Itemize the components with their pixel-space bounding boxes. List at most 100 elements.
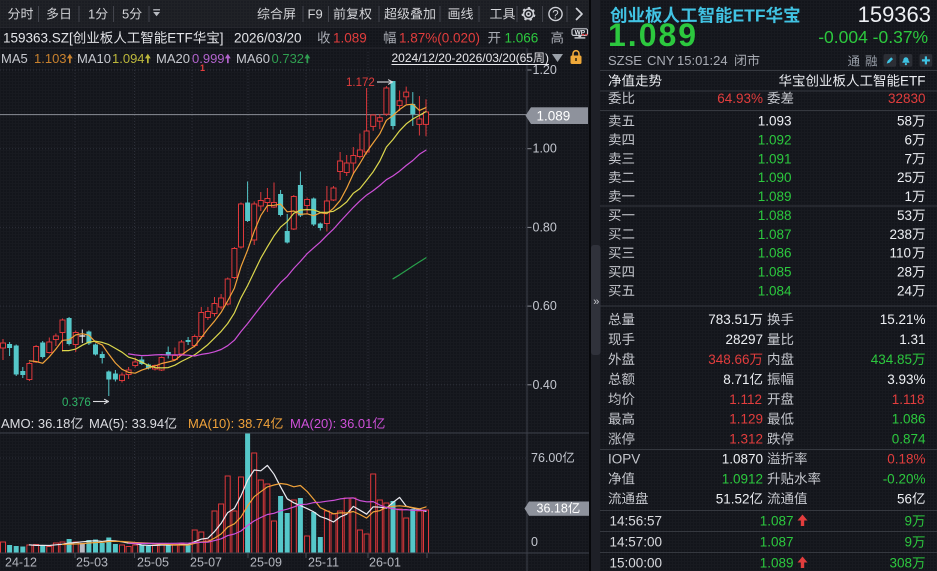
svg-text:24: 24 <box>897 283 913 298</box>
svg-text:9: 9 <box>905 514 913 529</box>
svg-text:14:57:00: 14:57:00 <box>610 535 663 550</box>
svg-text:64.93%: 64.93% <box>717 91 763 106</box>
svg-text:32830: 32830 <box>888 91 926 106</box>
svg-text:25-11: 25-11 <box>308 556 339 570</box>
svg-text:25-09: 25-09 <box>250 556 282 570</box>
svg-text:1.087: 1.087 <box>760 535 794 550</box>
svg-text:1.103: 1.103 <box>34 51 67 66</box>
svg-text:1.312: 1.312 <box>729 432 763 447</box>
svg-text:1.112: 1.112 <box>729 392 762 407</box>
svg-text:28: 28 <box>897 265 912 280</box>
svg-text:1.086: 1.086 <box>758 246 792 261</box>
svg-text:1.086: 1.086 <box>892 412 926 427</box>
svg-text:1.118: 1.118 <box>892 392 925 407</box>
svg-text:1.00: 1.00 <box>533 142 557 156</box>
svg-text:1: 1 <box>88 7 95 22</box>
svg-text:1.87%(0.020): 1.87%(0.020) <box>399 31 480 46</box>
svg-text:1.20: 1.20 <box>533 63 557 77</box>
svg-text:0.80: 0.80 <box>533 220 557 234</box>
svg-text:1.085: 1.085 <box>758 265 792 280</box>
svg-text:28297: 28297 <box>726 332 764 347</box>
svg-text:0.18%: 0.18% <box>887 452 925 467</box>
svg-text:159363.SZ[: 159363.SZ[ <box>3 31 73 46</box>
svg-text:1.31: 1.31 <box>899 332 925 347</box>
svg-text:1.091: 1.091 <box>758 151 792 166</box>
svg-text:2024/12/20-2026/03/20(65: 2024/12/20-2026/03/20(65 <box>392 51 534 65</box>
svg-text:0.40: 0.40 <box>533 378 557 392</box>
svg-text:25-05: 25-05 <box>137 556 169 570</box>
svg-text:WP: WP <box>575 29 586 36</box>
svg-text:MA(10): 38.74: MA(10): 38.74 <box>188 416 270 431</box>
svg-text:56: 56 <box>897 491 912 506</box>
svg-text:MA5: MA5 <box>1 51 28 66</box>
svg-text:MA(20): 36.01: MA(20): 36.01 <box>290 416 372 431</box>
svg-text:14:56:57: 14:56:57 <box>610 514 663 529</box>
svg-text:1.090: 1.090 <box>758 170 792 185</box>
svg-text:8.71: 8.71 <box>723 372 749 387</box>
svg-text:25: 25 <box>897 170 912 185</box>
svg-text:308: 308 <box>890 556 913 571</box>
svg-text:348.66: 348.66 <box>708 352 749 367</box>
svg-text:0: 0 <box>531 535 538 549</box>
svg-text:15:00:00: 15:00:00 <box>610 556 663 571</box>
svg-text:110: 110 <box>890 246 912 261</box>
svg-text:0.376: 0.376 <box>62 397 91 409</box>
svg-text:]: ] <box>220 31 224 46</box>
svg-text:76.00: 76.00 <box>531 451 562 465</box>
svg-text:ETF: ETF <box>733 6 766 26</box>
svg-text:159363: 159363 <box>858 2 931 27</box>
svg-text:2026/03/20: 2026/03/20 <box>234 31 302 46</box>
svg-text:1.087: 1.087 <box>758 227 792 242</box>
svg-text:24-12: 24-12 <box>5 556 37 570</box>
svg-text:15:01:24: 15:01:24 <box>677 53 728 68</box>
svg-text:SZSE: SZSE <box>608 53 642 68</box>
svg-text:): ) <box>545 51 549 65</box>
svg-text:ETF: ETF <box>900 74 926 89</box>
svg-text:AMO: 36.18: AMO: 36.18 <box>1 416 70 431</box>
svg-text:1.088: 1.088 <box>758 208 792 223</box>
svg-text:36.18: 36.18 <box>537 502 568 516</box>
svg-text:434.85: 434.85 <box>871 352 912 367</box>
svg-text:25-03: 25-03 <box>76 556 108 570</box>
svg-text:15.21%: 15.21% <box>880 312 926 327</box>
svg-text:-0.004 -0.37%: -0.004 -0.37% <box>818 27 928 47</box>
svg-text:1.129: 1.129 <box>729 412 763 427</box>
svg-text:IOPV: IOPV <box>608 452 640 467</box>
svg-text:5: 5 <box>122 7 129 22</box>
svg-text:1.089: 1.089 <box>758 189 792 204</box>
svg-text:»: » <box>593 296 599 308</box>
svg-text:6: 6 <box>905 133 913 148</box>
svg-text:1.089: 1.089 <box>760 556 794 571</box>
svg-text:1: 1 <box>905 189 913 204</box>
svg-text:F9: F9 <box>308 7 323 22</box>
svg-text:1.0870: 1.0870 <box>722 452 763 467</box>
svg-text:1.066: 1.066 <box>505 31 539 46</box>
svg-text:1.084: 1.084 <box>758 283 792 298</box>
svg-text:MA(5): 33.94: MA(5): 33.94 <box>89 416 164 431</box>
svg-text:1.093: 1.093 <box>758 114 792 129</box>
svg-text:26-01: 26-01 <box>369 556 401 570</box>
svg-text:58: 58 <box>897 114 912 129</box>
svg-text:1.092: 1.092 <box>758 133 792 148</box>
svg-text:1: 1 <box>200 63 205 73</box>
svg-text:25-07: 25-07 <box>190 556 222 570</box>
svg-text:1.172: 1.172 <box>346 77 375 89</box>
svg-text:ETF: ETF <box>167 31 193 46</box>
svg-text:?: ? <box>552 9 558 21</box>
svg-text:MA60: MA60 <box>236 51 270 66</box>
svg-text:3.93%: 3.93% <box>887 372 925 387</box>
svg-text:1.089: 1.089 <box>537 108 571 123</box>
svg-text:53: 53 <box>897 208 912 223</box>
svg-text:1.089: 1.089 <box>608 17 698 53</box>
svg-text:238: 238 <box>890 227 913 242</box>
svg-text:7: 7 <box>905 151 913 166</box>
svg-text:-0.20%: -0.20% <box>883 471 926 486</box>
svg-text:1.087: 1.087 <box>760 514 794 529</box>
svg-text:MA10: MA10 <box>77 51 111 66</box>
svg-text:783.51: 783.51 <box>708 312 749 327</box>
svg-text:1.0912: 1.0912 <box>722 471 763 486</box>
svg-text:1.094: 1.094 <box>112 51 145 66</box>
svg-text:0.999: 0.999 <box>192 51 225 66</box>
svg-text:0.732: 0.732 <box>272 51 305 66</box>
svg-text:MA20: MA20 <box>156 51 190 66</box>
